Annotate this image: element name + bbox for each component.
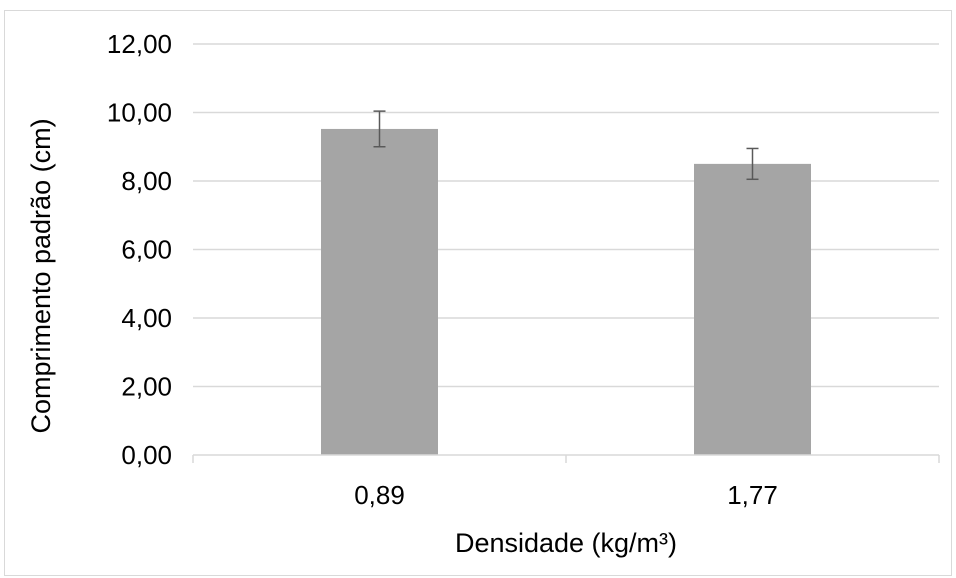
bar	[321, 128, 438, 455]
gridlines	[193, 43, 939, 388]
y-tick-label: 4,00	[121, 303, 172, 333]
y-tick-label: 2,00	[121, 372, 172, 402]
error-bars	[373, 110, 759, 181]
y-tick-label: 8,00	[121, 166, 172, 196]
y-tick-label: 10,00	[107, 98, 172, 128]
y-axis-tick-labels: 0,00 2,00 4,00 6,00 8,00 10,00 12,00	[107, 29, 172, 470]
y-tick-label: 6,00	[121, 235, 172, 265]
y-tick-label: 12,00	[107, 29, 172, 59]
x-axis-title: Densidade (kg/m³)	[455, 528, 677, 558]
x-axis: 0,89 1,77	[192, 454, 940, 510]
y-tick-label: 0,00	[121, 440, 172, 470]
x-tick-label: 0,89	[354, 480, 405, 510]
chart-frame	[4, 10, 952, 576]
bars	[321, 128, 811, 455]
y-axis-title: Comprimento padrão (cm)	[26, 118, 56, 433]
bar	[694, 163, 811, 455]
x-tick-label: 1,77	[727, 480, 778, 510]
